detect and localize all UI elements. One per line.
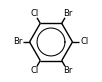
Text: Br: Br [13,37,23,46]
Text: Cl: Cl [30,66,39,75]
Text: Br: Br [63,9,72,18]
Text: Cl: Cl [30,9,39,18]
Text: Cl: Cl [80,37,88,46]
Text: Br: Br [63,66,72,75]
